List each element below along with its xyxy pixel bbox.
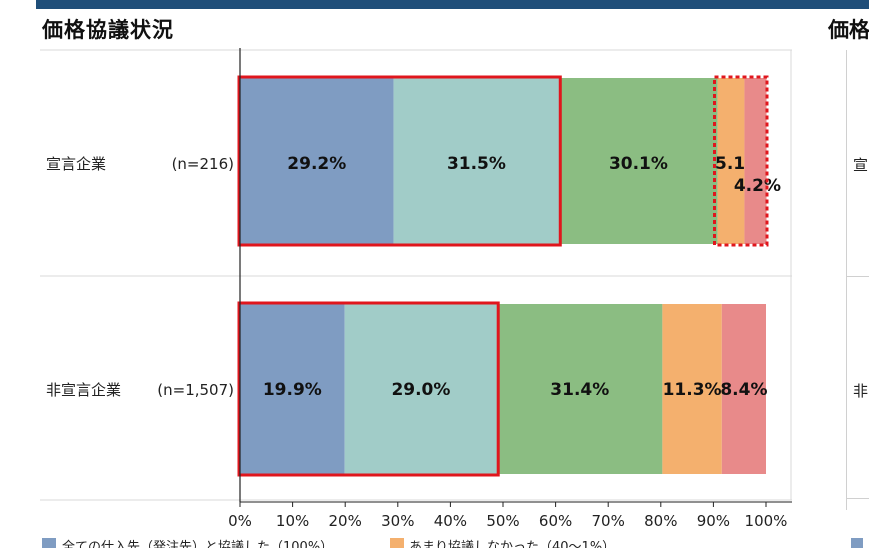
data-label: 31.5% [447,154,506,174]
highlight-box [237,75,562,247]
x-tick-label: 80% [644,512,677,530]
data-label: 8.4% [720,380,767,400]
chart-title: 価格協議状況 [42,18,174,42]
second-chart-row-label: 非 [853,382,869,400]
bar-segment [240,78,394,244]
bar-segment [497,304,663,474]
category-sample-size: (n=1,507) [157,381,234,399]
second-chart-legend-swatch [851,538,863,548]
bar-segment [393,78,560,244]
category-label: 非宣言企業 [46,381,121,399]
bar-segment [344,304,498,474]
data-label: 31.4% [550,380,609,400]
highlight-box [237,301,500,477]
category-label: 宣言企業 [46,155,106,173]
x-tick-label: 10% [276,512,309,530]
header-bar [36,0,869,9]
data-label: 29.2% [287,154,346,174]
data-label: 19.9% [263,380,322,400]
x-tick-label: 20% [329,512,362,530]
x-tick-label: 90% [697,512,730,530]
data-label: 4.2% [734,176,781,196]
second-chart-title: 価格 [828,18,869,42]
second-chart-panel: 宣 非 [846,50,869,510]
data-label: 30.1% [609,154,668,174]
bar-segment [721,304,766,474]
data-label: 29.0% [391,380,450,400]
bar-segment [744,78,767,244]
x-tick-label: 0% [228,512,252,530]
second-chart-row-label: 宣 [853,156,869,174]
category-sample-size: (n=216) [172,155,234,173]
bar-segment [240,304,345,474]
second-chart-gridline [847,276,869,277]
x-tick-label: 30% [381,512,414,530]
bar-segment [559,78,718,244]
data-label: 11.3% [663,380,722,400]
legend-item-1: 全ての仕入先（発注先）と協議した（100%） [62,540,334,548]
highlight-box [713,75,769,247]
bar-segment [662,304,722,474]
x-tick-label: 50% [486,512,519,530]
legend-swatch [390,538,404,548]
legend-item-2: あまり協議しなかった（40～1%） [409,540,616,548]
x-tick-label: 60% [539,512,572,530]
legend-swatch [42,538,56,548]
x-tick-label: 70% [592,512,625,530]
second-chart-gridline [847,498,869,499]
x-tick-label: 40% [434,512,467,530]
bar-segment [717,78,745,244]
x-tick-label: 100% [745,512,788,530]
